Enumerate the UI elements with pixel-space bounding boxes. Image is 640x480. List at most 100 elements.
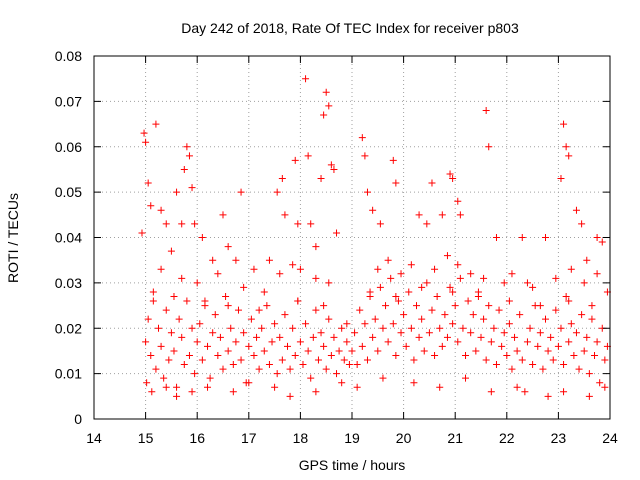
data-point [183,143,191,151]
data-point [394,297,402,305]
data-point [389,156,397,164]
data-point [273,188,281,196]
data-point [387,274,395,282]
data-point [588,315,596,323]
data-point [361,152,369,160]
data-point [572,206,580,214]
data-point [418,315,426,323]
y-tick-label: 0.02 [55,320,82,336]
data-point [518,356,526,364]
data-point [170,347,178,355]
data-point [234,306,242,314]
data-point [237,188,245,196]
data-point [343,338,351,346]
data-point [268,338,276,346]
data-point [371,315,379,323]
data-point [340,356,348,364]
data-point [376,220,384,228]
data-point [286,392,294,400]
data-point [593,338,601,346]
data-point [358,342,366,350]
data-point [245,342,253,350]
data-point [291,351,299,359]
data-point [505,320,513,328]
x-tick-label: 23 [551,430,567,446]
x-tick-label: 14 [86,430,102,446]
data-point [446,283,454,291]
data-point [529,361,537,369]
data-point [255,306,263,314]
data-point [160,374,168,382]
data-point [312,388,320,396]
data-point [322,365,330,373]
data-point [536,302,544,310]
data-point [299,361,307,369]
data-point [539,365,547,373]
data-point [330,165,338,173]
data-point [229,361,237,369]
data-point [598,238,606,246]
data-point [198,234,206,241]
data-point [317,329,325,337]
data-point [149,297,157,305]
data-point [410,379,418,387]
data-point [547,333,555,341]
data-point [392,351,400,359]
data-point [175,315,183,323]
data-point [224,302,232,310]
data-point [425,329,433,337]
data-point [474,292,482,300]
data-point [462,351,470,359]
data-point [485,143,493,151]
data-point [487,388,495,396]
data-point [204,342,212,350]
data-point [351,329,359,337]
data-point [585,392,593,400]
data-point [572,329,580,337]
data-point [498,342,506,350]
data-point [503,351,511,359]
y-tick-label: 0.01 [55,366,82,382]
data-point [467,270,475,278]
data-point [322,88,330,96]
data-point [173,383,181,391]
data-point [188,388,196,396]
data-point [302,320,310,328]
data-point [353,383,361,391]
data-point [358,134,366,142]
data-point [143,379,151,387]
x-tick-label: 18 [293,430,309,446]
data-point [148,388,156,396]
data-point [338,324,346,332]
data-point [289,261,297,269]
data-point [307,374,315,382]
data-point [265,256,273,264]
data-point [557,175,565,183]
data-point [449,175,457,183]
data-point [147,351,155,359]
y-tick-label: 0.08 [55,48,82,64]
data-point [294,220,302,228]
data-point [591,351,599,359]
data-point [296,338,304,346]
data-point [431,265,439,273]
data-point [178,274,186,282]
data-point [253,333,261,341]
data-point [330,333,338,341]
data-point [348,347,356,355]
x-tick-label: 20 [396,430,412,446]
data-point [459,324,467,332]
data-point [492,361,500,369]
data-point [534,342,542,350]
y-tick-label: 0.04 [55,230,82,246]
data-point [312,306,320,314]
data-point [138,229,146,237]
data-point [144,315,152,323]
data-point [140,129,148,137]
data-point [224,347,232,355]
data-point [443,333,451,341]
data-point [560,361,568,369]
data-point [423,279,431,287]
data-point [366,288,374,296]
